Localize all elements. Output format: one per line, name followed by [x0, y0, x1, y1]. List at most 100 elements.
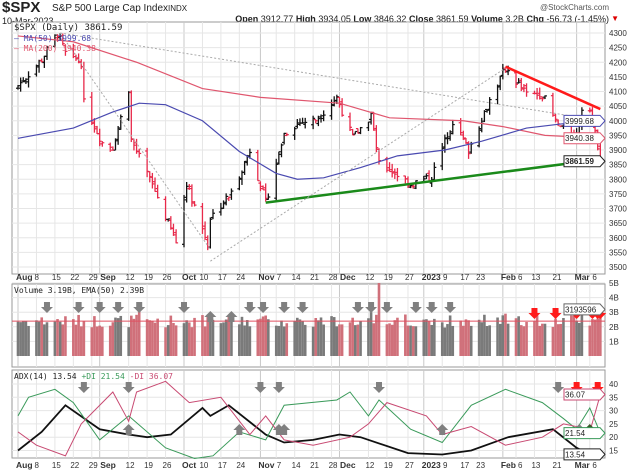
volume-bar [285, 323, 289, 356]
up-arrow-icon-shape [278, 424, 291, 435]
volume-bar [296, 317, 299, 356]
volume-bar [222, 322, 225, 356]
price-bar [150, 172, 155, 189]
volume-bar [351, 317, 354, 356]
volume-bar [274, 325, 278, 356]
price-bar [189, 184, 194, 207]
volume-bar [338, 324, 341, 356]
price-bar [366, 121, 371, 131]
volume-value: 3.2B [505, 14, 524, 24]
volume-bar [135, 314, 138, 356]
price-bar [516, 78, 521, 84]
volume-bar [224, 319, 228, 356]
volume-bar [332, 317, 336, 356]
close-tag-box [563, 155, 606, 168]
price-tick-label: 3550 [609, 248, 627, 257]
price-bar [353, 130, 358, 135]
volume-bar [588, 325, 592, 356]
volume-tick-label: 3B [609, 308, 619, 317]
price-bar [168, 216, 173, 230]
volume-bar [101, 326, 104, 356]
price-tick-label: 3600 [609, 234, 627, 243]
x-tick-label: 15 [52, 273, 61, 282]
volume-bar [517, 316, 520, 356]
volume-bar [264, 315, 267, 356]
volume-bar [448, 315, 452, 356]
x-tick-label: 10 [199, 461, 208, 470]
x-tick-label: 24 [236, 461, 245, 470]
down-arrow-icon [409, 302, 422, 313]
price-bar [282, 132, 287, 145]
price-bar [292, 126, 297, 140]
volume-bar [148, 320, 152, 356]
down-arrow-icon-shape [72, 302, 85, 313]
price-bar [519, 77, 524, 92]
volume-bar [114, 317, 117, 356]
volume-bar [280, 320, 283, 356]
price-bar [495, 84, 500, 105]
volume-bar [369, 312, 373, 356]
up-arrow-icon [278, 424, 291, 435]
down-arrow-icon-shape [122, 382, 135, 393]
volume-bar [93, 316, 96, 356]
volume-bar [462, 325, 465, 356]
price-tick-label: 4100 [609, 88, 627, 97]
minus-di-tag-box [563, 388, 606, 401]
price-tick-label: 3750 [609, 190, 627, 199]
price-tick-label: 4300 [609, 29, 627, 38]
volume-bar [425, 319, 428, 356]
volume-bar [259, 318, 262, 356]
ma50-tag-box [563, 114, 606, 127]
price-bar [279, 143, 284, 158]
price-bar [147, 171, 152, 183]
triangle-down-icon: ▼ [611, 14, 619, 23]
price-bar [498, 75, 503, 91]
x-tick-label: 7 [277, 273, 282, 282]
volume-bar [190, 327, 194, 356]
volume-bar [219, 323, 223, 356]
volume-bar [467, 320, 470, 356]
x-tick-label: Sep [100, 460, 116, 470]
down-arrow-icon-shape [93, 302, 106, 313]
down-arrow-icon-shape [365, 302, 378, 313]
down-arrow-icon [380, 302, 393, 313]
volume-bar [451, 325, 455, 356]
down-arrow-icon-shape [112, 302, 125, 313]
volume-bar [311, 326, 315, 356]
minus-di-tag-text: 36.07 [565, 390, 586, 399]
open-label: Open [235, 14, 259, 24]
volume-bar [404, 314, 407, 356]
exchange: INDX [168, 4, 188, 13]
up-arrow-icon-shape [436, 424, 449, 435]
chart-date: 10-Mar-2023 [2, 16, 54, 26]
x-tick-label: 10 [199, 273, 208, 282]
volume-bar [575, 320, 578, 356]
x-tick-label: 22 [70, 273, 79, 282]
ma200-line [17, 35, 601, 139]
volume-bar [172, 323, 175, 356]
x-tick-label: Feb [501, 460, 516, 470]
volume-bar [506, 323, 510, 356]
price-bar [392, 168, 397, 179]
price-bar [300, 117, 305, 124]
volume-bar [40, 317, 44, 356]
ma50-tag-text: 3999.68 [565, 117, 594, 126]
price-bar [348, 112, 353, 132]
volume-bar [319, 317, 323, 356]
x-tick-label: 26 [163, 273, 172, 282]
x-tick-label: 21 [553, 461, 562, 470]
x-tick-label: 17 [460, 273, 469, 282]
ma50-line [17, 102, 601, 180]
price-tick-label: 3950 [609, 131, 627, 140]
volume-bar [477, 319, 481, 356]
price-bar [153, 177, 158, 193]
x-tick-label: 23 [476, 273, 485, 282]
volume-bar [314, 318, 318, 356]
price-bar [34, 64, 39, 77]
symbol: $SPX [2, 0, 41, 16]
price-bar [276, 151, 281, 165]
x-tick-label: 13 [531, 273, 540, 282]
volume-bar [340, 324, 344, 356]
volume-bar [145, 319, 149, 356]
volume-bar [559, 323, 563, 356]
